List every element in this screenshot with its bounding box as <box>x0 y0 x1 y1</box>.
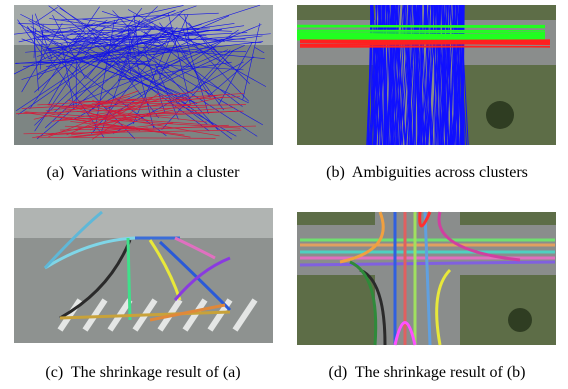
panel-a-image <box>14 5 273 145</box>
tree <box>486 101 514 129</box>
tree <box>508 308 532 332</box>
panel-b-image <box>297 5 556 145</box>
track <box>297 30 545 31</box>
panel-c-image <box>14 208 273 343</box>
figure: (a) Variations within a cluster (b) Ambi… <box>0 0 568 389</box>
track <box>297 32 545 33</box>
caption: (c) The shrinkage result of (a) <box>45 364 240 381</box>
panel-d-image <box>297 212 556 345</box>
road-vertical <box>375 212 460 345</box>
image-sky <box>14 208 273 238</box>
caption: (a) Variations within a cluster <box>47 164 241 181</box>
caption: (b) Ambiguities across clusters <box>326 164 528 181</box>
track <box>297 26 545 27</box>
page: (a) Variations within a cluster (b) Ambi… <box>0 0 568 389</box>
track <box>300 41 550 42</box>
caption: (d) The shrinkage result of (b) <box>329 364 526 381</box>
